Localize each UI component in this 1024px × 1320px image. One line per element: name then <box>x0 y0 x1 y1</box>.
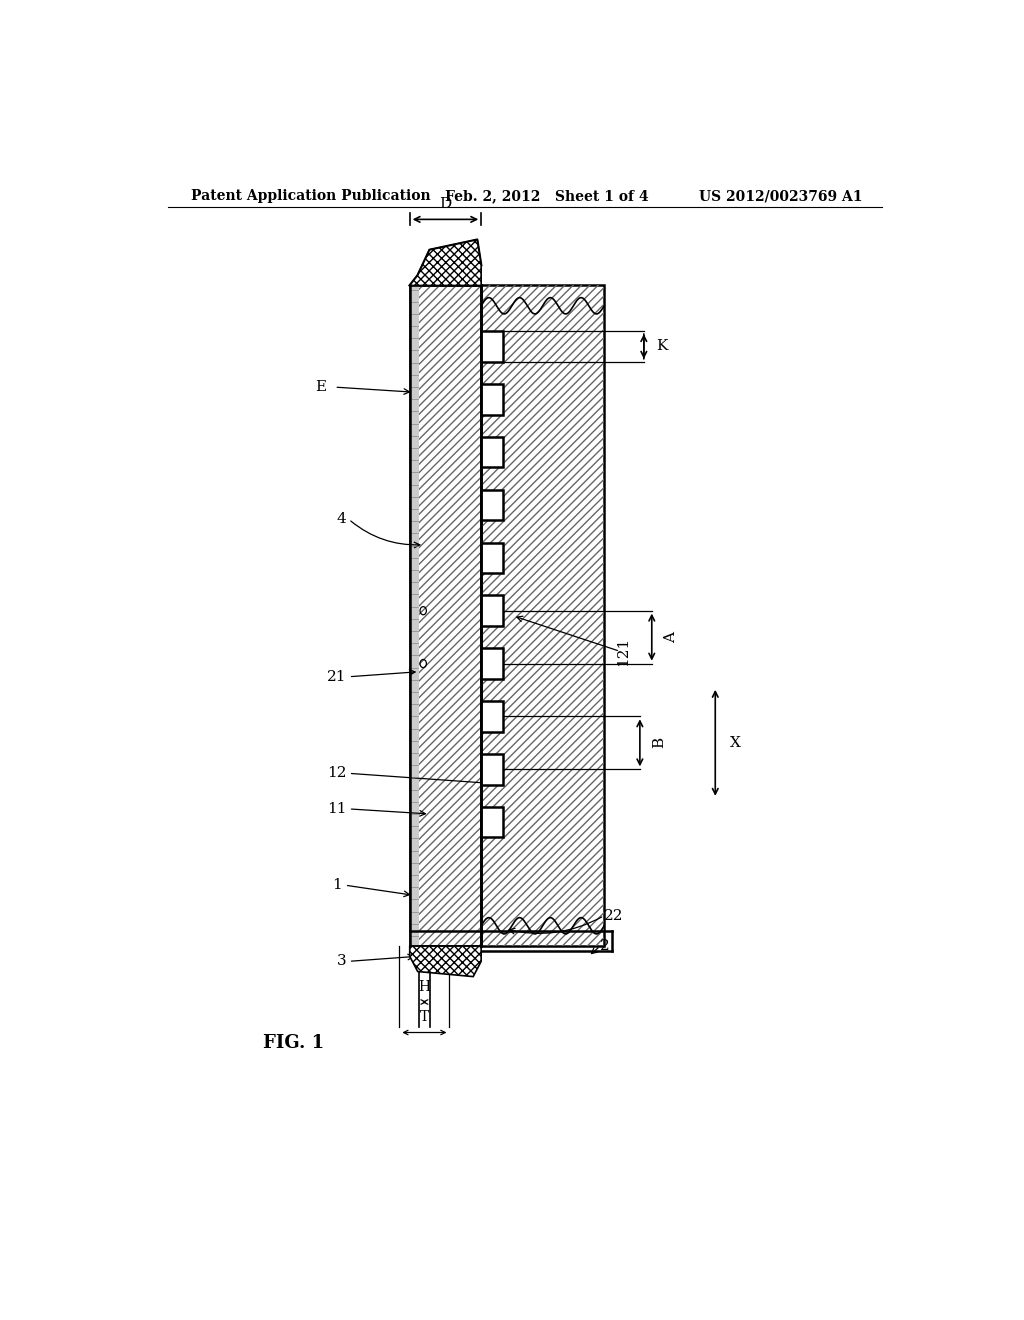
Text: H: H <box>419 979 430 994</box>
Text: A: A <box>664 632 678 643</box>
Bar <box>481 648 504 678</box>
Text: 1: 1 <box>333 878 342 892</box>
Text: K: K <box>655 339 667 354</box>
Bar <box>481 285 604 946</box>
Bar <box>410 285 419 946</box>
Text: E: E <box>315 380 327 395</box>
Text: FIG. 1: FIG. 1 <box>263 1034 324 1052</box>
Bar <box>481 285 604 946</box>
Text: 4: 4 <box>337 512 346 527</box>
Polygon shape <box>410 240 481 285</box>
Text: T: T <box>420 1010 429 1024</box>
Bar <box>481 490 504 520</box>
Text: X: X <box>729 735 740 750</box>
Polygon shape <box>410 946 481 977</box>
Text: 2: 2 <box>600 939 610 953</box>
Bar <box>481 807 504 837</box>
Text: 21: 21 <box>327 669 346 684</box>
Text: 12: 12 <box>327 767 346 780</box>
Text: D: D <box>439 197 452 211</box>
Text: B: B <box>652 738 666 748</box>
Bar <box>481 437 504 467</box>
Text: 11: 11 <box>327 801 346 816</box>
Bar <box>410 285 481 946</box>
Bar <box>481 331 504 362</box>
Text: 121: 121 <box>616 636 630 667</box>
Bar <box>481 595 504 626</box>
Bar <box>481 701 504 731</box>
Bar <box>481 754 504 784</box>
Text: 22: 22 <box>604 908 624 923</box>
Bar <box>481 543 504 573</box>
Bar <box>481 384 504 414</box>
Bar <box>410 285 481 946</box>
Text: Feb. 2, 2012   Sheet 1 of 4: Feb. 2, 2012 Sheet 1 of 4 <box>445 189 649 203</box>
Text: 3: 3 <box>337 954 346 969</box>
Text: Patent Application Publication: Patent Application Publication <box>191 189 431 203</box>
Text: US 2012/0023769 A1: US 2012/0023769 A1 <box>699 189 863 203</box>
